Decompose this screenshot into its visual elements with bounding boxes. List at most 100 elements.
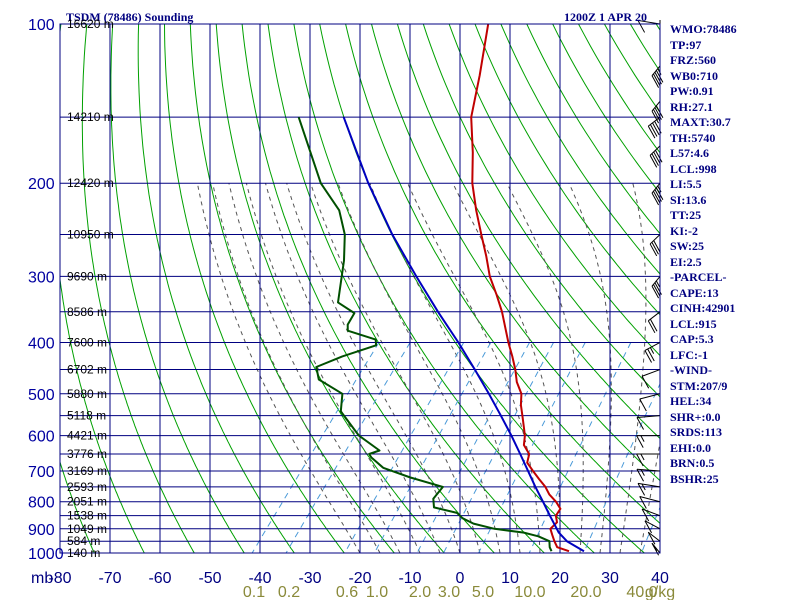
- pressure-tick-label: 200: [28, 176, 55, 193]
- temperature-tick-label: 20: [551, 570, 569, 587]
- wind-barb-flag: [644, 520, 652, 534]
- wind-barb-shaft: [641, 369, 661, 377]
- moist-adiabat: [639, 439, 660, 553]
- parameter-item: PW:0.91: [670, 84, 714, 98]
- parameter-item: LCL:998: [670, 161, 717, 176]
- wind-barb-flag: [653, 240, 661, 253]
- height-label: 2593 m: [67, 480, 107, 494]
- wind-barb-flag: [641, 508, 650, 522]
- moist-adiabat: [337, 183, 501, 553]
- wind-barb: [639, 393, 661, 412]
- wind-barb-flag: [637, 20, 646, 33]
- height-label: 2051 m: [67, 495, 107, 509]
- dry-adiabat: [267, 24, 545, 553]
- wind-barb-flag: [655, 150, 663, 163]
- pressure-tick-label: 500: [28, 387, 55, 404]
- parameter-item: KI:-2: [670, 223, 698, 238]
- wind-barb-flag: [649, 243, 658, 257]
- parameter-item: TH:5740: [670, 130, 716, 145]
- wind-barb: [641, 369, 661, 389]
- wind-profile: [636, 19, 664, 556]
- mixing-ratio-label: 40.0: [626, 584, 657, 600]
- parameter-item: BSHR:25: [670, 471, 719, 486]
- mixing-ratio-label: 20.0: [570, 584, 601, 600]
- height-label: 3169 m: [67, 464, 107, 478]
- temperature-tick-label: -70: [98, 570, 121, 587]
- parameter-item: STM:207/9: [670, 378, 728, 393]
- wind-barb-flag: [644, 350, 652, 363]
- wind-barb: [636, 415, 661, 430]
- wind-barb-flag: [651, 285, 660, 299]
- temperature-tick-label: 0: [456, 570, 465, 587]
- wind-barb-shaft: [639, 393, 661, 400]
- mixing-ratio-label: 2.0: [409, 584, 431, 600]
- wind-barb-flag: [647, 125, 656, 139]
- wind-barb-flag: [640, 435, 645, 442]
- wind-barb-flag: [637, 483, 646, 496]
- temperature-tick-label: -50: [198, 570, 221, 587]
- dry-adiabat: [189, 24, 395, 553]
- dry-adiabat: [137, 24, 295, 553]
- wind-barb-flag: [651, 241, 659, 255]
- wind-barb-flag: [636, 469, 644, 482]
- height-label: 7600 m: [67, 335, 107, 349]
- parameter-item: MAXT:30.7: [670, 115, 731, 129]
- height-label: 16620 m: [67, 17, 114, 31]
- wind-barb-flag: [649, 124, 658, 137]
- moist-adiabat: [407, 182, 541, 553]
- parameter-item: CAP:5.3: [670, 332, 714, 346]
- wind-barb-shaft: [647, 531, 661, 542]
- mixing-ratio-label: 5.0: [472, 584, 494, 600]
- wind-barb-flag: [641, 483, 646, 491]
- parameter-item: BRN:0.5: [670, 456, 715, 470]
- parameter-item: WMO:78486: [670, 22, 737, 36]
- moist-adiabat: [452, 182, 561, 553]
- wind-barb: [644, 520, 661, 534]
- wind-barb: [651, 65, 664, 88]
- wind-barb-flag: [655, 280, 661, 288]
- moist-adiabat: [265, 183, 441, 553]
- height-label: 10950 m: [67, 228, 114, 242]
- mixing-ratio-label: 0.1: [243, 584, 265, 600]
- wind-barb: [647, 531, 661, 545]
- wind-barb-shaft: [636, 468, 661, 472]
- wind-barb-flag: [639, 496, 647, 509]
- label-layer: TSDM (78486) Sounding 1200Z 1 APR 20 100…: [28, 10, 675, 600]
- parameter-item: HEL:34: [670, 394, 712, 408]
- temperature-tick-label: -10: [398, 570, 421, 587]
- moist-adiabat: [196, 183, 361, 553]
- temperature-tick-label: -30: [298, 570, 321, 587]
- height-label: 5118 m: [67, 409, 106, 423]
- parameter-item: TP:97: [670, 37, 702, 52]
- mixing-ratio-label: 3.0: [438, 584, 460, 600]
- wind-barb-flag: [636, 453, 644, 467]
- wind-barb-flag: [636, 417, 644, 430]
- height-label: 1538 m: [67, 509, 107, 523]
- dry-adiabat: [110, 24, 245, 553]
- wind-barb-flag: [641, 375, 650, 389]
- mixing-ratio-label: 1.0: [366, 584, 388, 600]
- chart-time: 1200Z 1 APR 20: [564, 10, 647, 24]
- wind-barb-shaft: [637, 482, 661, 488]
- parameter-item: CAPE:13: [670, 285, 719, 300]
- pressure-tick-label: 700: [28, 464, 55, 481]
- wind-barb-flag: [652, 284, 661, 297]
- wind-barb-shaft: [639, 496, 661, 503]
- mixing-ratio-line: [528, 342, 632, 553]
- height-label: 5880 m: [67, 387, 107, 401]
- wind-barb: [651, 276, 662, 299]
- mixing-ratio-label: 0.2: [278, 584, 300, 600]
- height-label: 12420 m: [67, 176, 114, 190]
- parameter-item: WB0:710: [670, 68, 718, 83]
- wind-barb: [651, 182, 664, 206]
- height-label: 6702 m: [67, 363, 107, 377]
- wind-barb: [647, 311, 661, 334]
- wind-barb-flag: [652, 122, 660, 136]
- parameter-item: SHR+:0.0: [670, 409, 721, 424]
- wind-barb-shaft: [636, 415, 661, 418]
- moist-adiabat: [568, 182, 612, 553]
- wind-barb-flag: [640, 453, 645, 461]
- wind-barb: [639, 496, 661, 509]
- wind-barb-flag: [652, 73, 661, 87]
